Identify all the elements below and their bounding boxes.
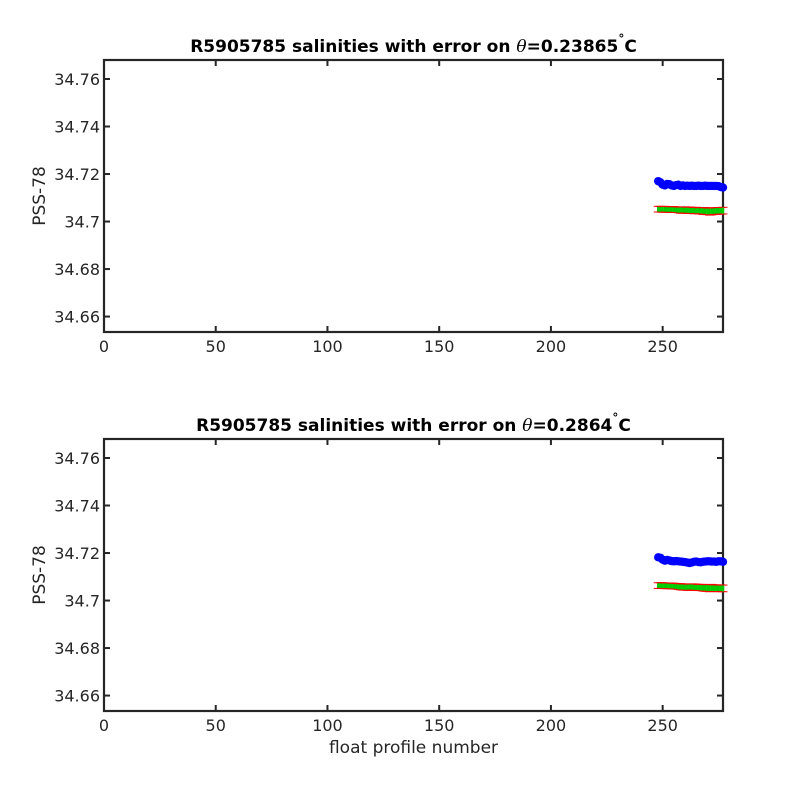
mapped-salinity-point [665, 206, 669, 213]
mapped-salinity-point [692, 207, 696, 214]
x-tick-label: 150 [424, 337, 455, 356]
x-tick-label: 0 [99, 337, 109, 356]
y-tick-label: 34.72 [54, 165, 100, 184]
mapped-salinity-point [692, 583, 696, 590]
mapped-salinity-point [688, 584, 691, 591]
axes-box [102, 58, 725, 334]
mapped-salinity-point [712, 208, 716, 215]
mapped-salinity-point [715, 208, 718, 215]
mapped-salinity-point [656, 206, 660, 213]
mapped-salinity-point [710, 208, 714, 215]
mapped-salinity-point [672, 206, 676, 213]
mapped-salinity-point [715, 585, 718, 592]
mapped-salinity-point [674, 206, 678, 213]
mapped-salinity-point [670, 583, 673, 590]
mapped-salinity-point [683, 583, 687, 590]
x-tick-label: 50 [206, 337, 226, 356]
mapped-salinity-point [703, 584, 707, 591]
mapped-salinity-point [699, 584, 702, 591]
mapped-salinity-point [663, 206, 667, 213]
mapped-salinity-point [656, 582, 660, 589]
y-tick-label: 34.74 [54, 118, 100, 137]
bottom-salinity-plot: 0 50 100 150 200 250 34.66 34.68 34.7 34.72 34.74 3… [30, 411, 728, 758]
mapped-salinity-point [683, 206, 687, 213]
chart-title: R5905785 salinities with error on θ=0.23… [190, 32, 637, 57]
mapped-salinity-point [668, 206, 671, 213]
mapped-salinity-point [677, 206, 680, 213]
mapped-salinity-point [688, 207, 691, 214]
mapped-salinity-point [674, 583, 678, 590]
mapped-salinity-point [659, 206, 662, 213]
mapped-salinity-point [710, 584, 714, 591]
mapped-salinity-point [661, 582, 664, 589]
mapped-salinity-point [686, 584, 689, 591]
mapped-salinity-point [706, 584, 709, 591]
mapped-salinity-point [694, 584, 698, 591]
mapped-salinity-point [665, 582, 669, 589]
x-tick-label: 250 [647, 337, 678, 356]
mapped-salinity-point [697, 584, 700, 591]
x-tick-label: 150 [424, 716, 455, 735]
mapped-salinity-point [719, 207, 722, 214]
mapped-salinity-point [706, 208, 709, 215]
y-tick-label: 34.68 [54, 639, 100, 658]
x-tick-label: 250 [647, 716, 678, 735]
y-tick-label: 34.66 [54, 687, 100, 706]
mapped-salinity-point [694, 207, 698, 214]
y-tick-label: 34.68 [54, 260, 100, 279]
float-salinity-point [718, 557, 728, 567]
mapped-salinity-point [701, 208, 705, 215]
mapped-salinity-point [717, 585, 720, 592]
mapped-salinity-point [721, 207, 725, 214]
y-tick-label: 34.76 [54, 70, 100, 89]
mapped-salinity-point [699, 207, 702, 214]
mapped-salinity-point [686, 207, 689, 214]
mapped-salinity-point [708, 585, 711, 592]
mapped-salinity-point [719, 585, 722, 592]
mapped-salinity-point [690, 583, 693, 590]
mapped-salinity-point [681, 583, 684, 590]
x-tick-label: 100 [312, 716, 343, 735]
y-tick-label: 34.76 [54, 449, 100, 468]
mapped-salinity-point [679, 583, 682, 590]
mapped-salinity-point [701, 584, 705, 591]
x-tick-label: 200 [536, 337, 567, 356]
float-salinity-point [718, 183, 728, 192]
x-tick-label: 0 [99, 716, 109, 735]
x-tick-label: 200 [536, 716, 567, 735]
mapped-salinity-point [681, 207, 684, 214]
mapped-salinity-point [661, 206, 664, 213]
mapped-salinity-point [663, 582, 667, 589]
mapped-salinity-point [712, 585, 716, 592]
y-tick-label: 34.7 [64, 213, 100, 232]
mapped-salinity-point [697, 207, 700, 214]
y-tick-label: 34.72 [54, 544, 100, 563]
mapped-salinity-point [670, 206, 673, 213]
mapped-salinity-point [659, 582, 662, 589]
mapped-salinity-point [721, 585, 725, 592]
y-tick-label: 34.66 [54, 308, 100, 327]
chart-title: R5905785 salinities with error on θ=0.28… [196, 411, 631, 436]
mapped-salinity-point [708, 208, 711, 215]
mapped-salinity-point [672, 583, 676, 590]
x-tick-label: 100 [312, 337, 343, 356]
mapped-salinity-point [690, 207, 693, 214]
y-tick-label: 34.74 [54, 497, 100, 516]
y-axis-label: PSS-78 [30, 166, 50, 226]
mapped-salinity-point [679, 207, 682, 214]
mapped-salinity-point [703, 207, 707, 214]
axes-box [102, 437, 725, 713]
x-tick-label: 50 [206, 716, 226, 735]
x-axis-label: float profile number [329, 738, 498, 758]
mapped-salinity-point [677, 583, 680, 590]
mapped-salinity-point [717, 207, 720, 214]
mapped-salinity-point [668, 582, 671, 589]
y-tick-label: 34.7 [64, 592, 100, 611]
y-axis-label: PSS-78 [30, 545, 50, 605]
top-salinity-plot: 0 50 100 150 200 250 34.66 34.68 34.7 34.72 34.74 3… [30, 32, 728, 356]
